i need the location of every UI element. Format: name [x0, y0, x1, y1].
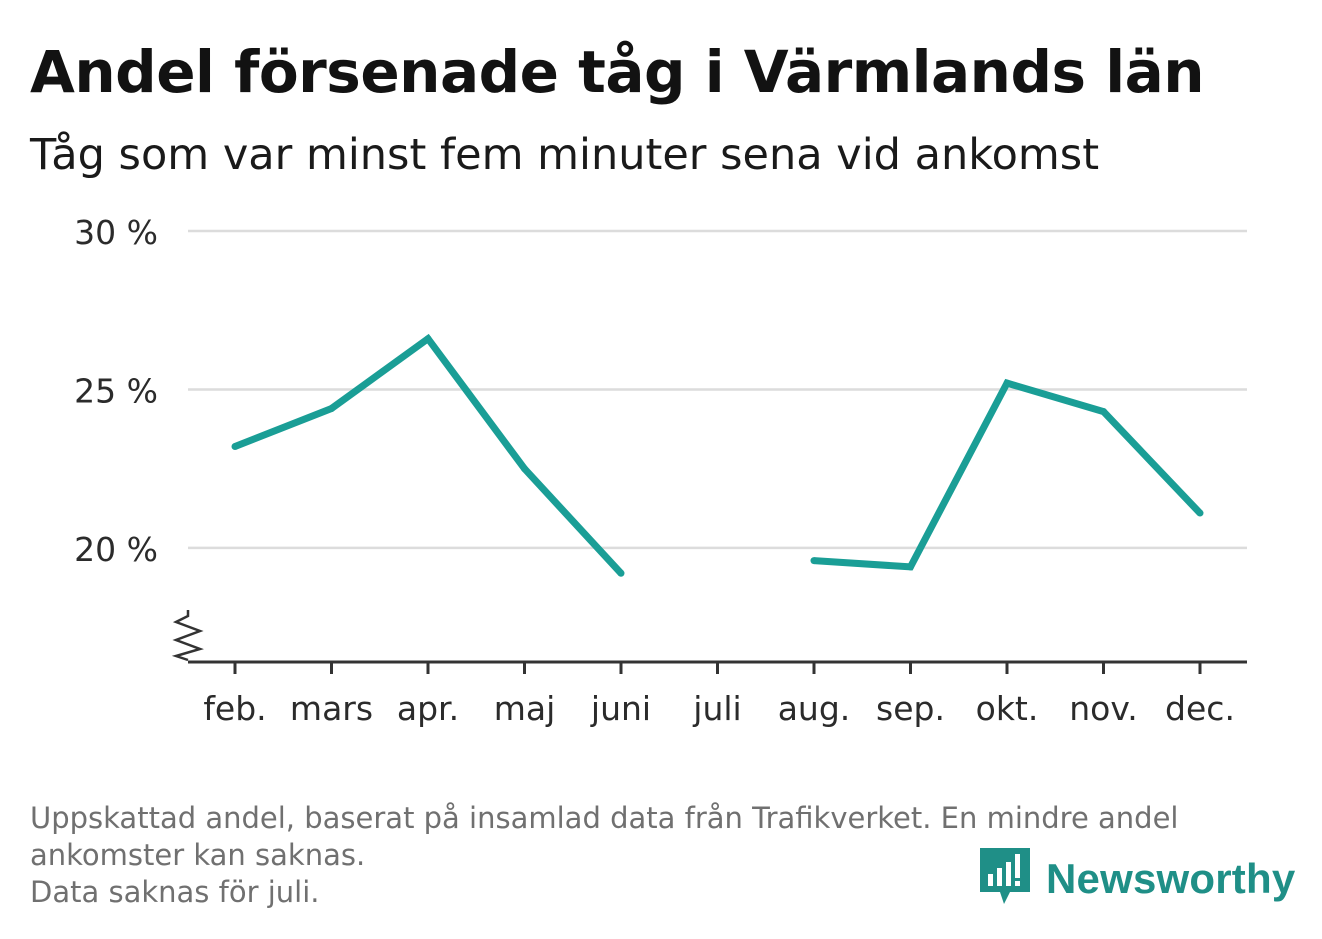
brand-logo: Newsworthy [980, 848, 1295, 910]
data-point [424, 335, 432, 343]
x-tick-label: okt. [976, 689, 1039, 728]
data-point [1003, 379, 1011, 387]
data-point [1196, 509, 1204, 517]
y-tick-label: 20 % [74, 530, 158, 569]
chart-subtitle: Tåg som var minst fem minuter sena vid a… [30, 130, 1100, 180]
footnote-line-3: Data saknas för juli. [30, 875, 320, 909]
data-point [1100, 408, 1107, 416]
footnote: Uppskattad andel, baserat på insamlad da… [30, 800, 1280, 911]
brand-name: Newsworthy [1046, 855, 1296, 902]
data-point [521, 465, 528, 473]
x-tick-label: feb. [203, 689, 266, 728]
x-tick-label: juli [692, 689, 741, 728]
x-tick-label: apr. [397, 689, 459, 728]
data-point [810, 557, 818, 565]
x-tick-label: sep. [876, 689, 945, 728]
x-tick-label: nov. [1069, 689, 1138, 728]
series-line [233, 333, 624, 576]
line-chart: 20 % 25 % 30 % feb. mars apr. maj juni juli aug. s… [74, 213, 1247, 728]
x-tick-label: maj [494, 689, 556, 728]
series-line [813, 378, 1203, 571]
x-tick-label: juni [590, 689, 651, 728]
data-point [907, 563, 914, 571]
x-tick-label: dec. [1165, 689, 1235, 728]
axis-break-icon [171, 610, 204, 662]
data-point [231, 443, 239, 450]
footnote-line-1: Uppskattad andel, baserat på insamlad da… [30, 801, 1179, 835]
x-tick-label: aug. [778, 689, 851, 728]
x-tick-label: mars [290, 689, 373, 728]
y-tick-label: 30 % [74, 213, 158, 252]
data-point [617, 569, 625, 577]
chart-title: Andel försenade tåg i Värmlands län [30, 38, 1205, 106]
y-tick-label: 25 % [74, 371, 158, 410]
newsworthy-logo-icon [980, 848, 1030, 904]
footnote-line-2: ankomster kan saknas. [30, 838, 366, 872]
data-point [328, 404, 335, 412]
